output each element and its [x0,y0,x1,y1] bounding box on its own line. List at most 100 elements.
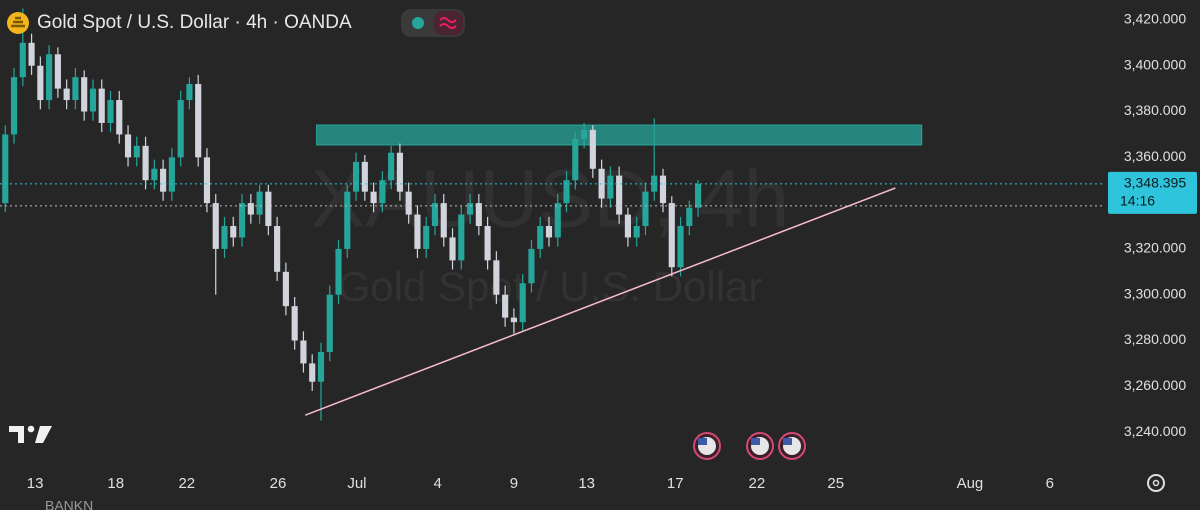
candle-body [203,157,211,204]
candle-body [212,203,219,249]
candle-body [28,42,35,66]
trendline [304,187,896,416]
candle-body [642,191,649,227]
candle-body [72,77,79,101]
candle-body [282,271,289,307]
candle-body [177,100,184,158]
candle-body [300,340,307,364]
x-tick-label: 22 [748,475,765,492]
candle-body [545,226,553,238]
current-price-label: 3,348.395 [1124,175,1186,191]
x-tick-label: 6 [1046,475,1054,492]
candle-body [133,145,140,158]
candle-body [46,54,53,101]
candle-body [317,351,325,382]
candle-body [247,203,254,215]
candle-body [607,175,614,199]
candle-body [633,226,640,238]
symbol-icon-bars [11,16,25,28]
candle-body [388,152,395,181]
footer-partial: BANKN [45,498,93,510]
candle-body [124,134,132,158]
x-tick-label: 25 [827,475,844,492]
delay-icon [439,17,457,29]
plot-area [2,8,923,421]
candle-body [2,134,9,204]
y-tick-label: 3,240.000 [1124,423,1186,439]
candle-body [10,77,18,135]
candle-body [238,203,246,238]
candle-body [449,237,456,261]
event-flag-canton [751,438,760,445]
x-tick-label: 17 [667,475,684,492]
candle-body [352,161,360,192]
candle-body [668,203,675,268]
event-flag-canton [783,438,792,445]
candle-body [677,226,684,268]
x-tick-label: 22 [178,475,195,492]
candle-body [537,226,544,249]
candle-body [695,183,702,208]
current-price-box [1108,171,1197,214]
candle-body [502,294,509,318]
candle-body [624,214,631,238]
candle-body [89,88,97,112]
event-flag-canton [698,438,707,445]
x-tick-label: 13 [27,475,44,492]
y-tick-label: 3,300.000 [1124,285,1186,301]
candle-body [659,175,667,204]
candle-body [458,214,465,261]
resistance-zone [316,124,923,146]
candle-body [484,226,491,261]
y-tick-label: 3,420.000 [1124,11,1186,27]
candle-body [221,226,228,249]
candle-body [651,175,658,192]
y-tick-label: 3,320.000 [1124,240,1186,256]
y-tick-label: 3,380.000 [1124,102,1186,118]
candle-body [37,65,44,101]
x-tick-label: 18 [107,475,124,492]
y-tick-label: 3,400.000 [1124,56,1186,72]
candle-body [581,129,588,139]
candle-body [274,226,281,272]
candle-body [589,129,596,169]
logo-part [35,426,52,443]
chart-title: Gold Spot / U.S. Dollar · 4h · OANDA [37,12,352,33]
candle-body [63,88,70,101]
tv-logo [9,425,52,443]
candle-body [414,214,421,249]
y-tick-label: 3,260.000 [1124,377,1186,393]
x-tick-label: Jul [347,475,366,492]
candle-body [195,84,202,158]
x-tick-label: 9 [510,475,518,492]
candle-body [370,191,377,204]
candle-body [423,226,430,249]
candle-body [54,54,61,89]
candle-body [493,260,500,295]
candle-body [309,363,316,382]
candle-body [142,145,149,181]
candle-body [256,191,263,215]
candle-body [98,88,105,123]
candle-body [528,248,535,284]
logo-part [27,425,35,433]
countdown-label: 14:16 [1120,193,1155,209]
delay-badge [434,11,463,35]
x-tick-label: Aug [957,475,984,492]
x-tick-label: 26 [270,475,287,492]
settings-button[interactable] [1147,474,1165,492]
candle-body [396,152,403,192]
settings-gear[interactable] [1147,474,1165,492]
candle-body [81,77,88,112]
candle-body [265,191,272,227]
y-tick-label: 3,360.000 [1124,148,1186,164]
candle-body [616,175,623,215]
market-open-dot [412,17,424,29]
candle-body [405,191,412,215]
events[interactable] [693,432,806,460]
candle-body [19,42,26,78]
candle-body [151,168,158,181]
y-tick-label: 3,280.000 [1124,331,1186,347]
